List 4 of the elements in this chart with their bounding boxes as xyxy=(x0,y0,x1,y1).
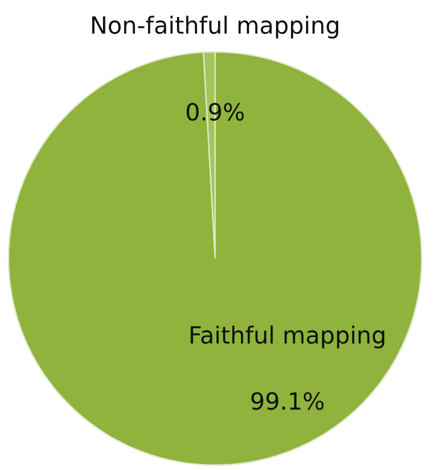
slice-label: Non-faithful mapping xyxy=(92,16,338,39)
pie-slice xyxy=(8,51,422,466)
slice-label: Faithful mapping xyxy=(190,326,384,348)
data-label: 99.1% xyxy=(251,392,324,410)
